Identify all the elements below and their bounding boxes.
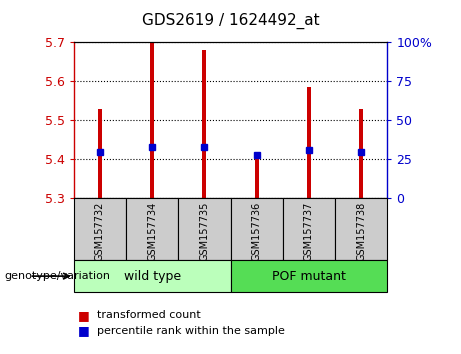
Bar [307, 87, 311, 198]
Text: wild type: wild type [124, 270, 181, 282]
Text: GSM157736: GSM157736 [252, 201, 262, 261]
Bar [74, 198, 126, 260]
Text: genotype/variation: genotype/variation [5, 271, 111, 281]
Text: percentile rank within the sample: percentile rank within the sample [97, 326, 285, 336]
Bar [335, 198, 387, 260]
Text: ■: ■ [78, 325, 90, 337]
Text: GSM157732: GSM157732 [95, 201, 105, 261]
Text: transformed count: transformed count [97, 310, 201, 320]
Bar [126, 198, 178, 260]
Bar [230, 198, 283, 260]
Text: GSM157734: GSM157734 [147, 201, 157, 261]
Text: GSM157735: GSM157735 [199, 201, 209, 261]
Bar [98, 109, 102, 198]
Bar [150, 42, 154, 198]
Bar [178, 198, 230, 260]
Text: GDS2619 / 1624492_at: GDS2619 / 1624492_at [142, 12, 319, 29]
Text: ■: ■ [78, 309, 90, 321]
Text: GSM157737: GSM157737 [304, 201, 314, 261]
Bar [359, 109, 363, 198]
Text: GSM157738: GSM157738 [356, 201, 366, 261]
Bar [202, 50, 207, 198]
Bar [230, 260, 387, 292]
Bar [283, 198, 335, 260]
Text: POF mutant: POF mutant [272, 270, 346, 282]
Bar [74, 260, 230, 292]
Bar [254, 159, 259, 198]
